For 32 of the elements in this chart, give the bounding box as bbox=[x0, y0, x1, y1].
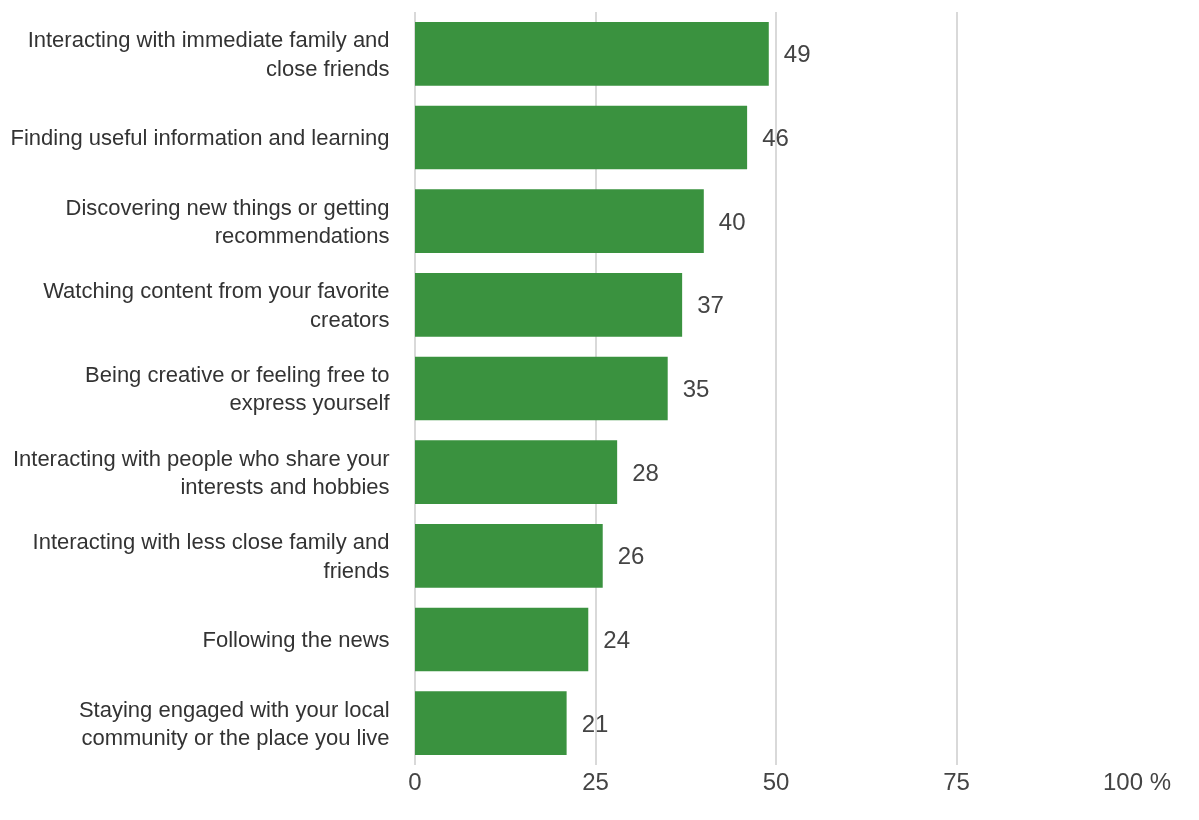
bar bbox=[415, 105, 748, 170]
y-tick-label: Interacting with immediate family and close friends bbox=[27, 27, 390, 81]
data-label: 28 bbox=[620, 458, 659, 486]
data-label: 40 bbox=[706, 207, 746, 235]
x-tick-label: 50 bbox=[762, 768, 790, 795]
data-label: 35 bbox=[670, 375, 710, 402]
bar bbox=[415, 607, 589, 672]
data-label: 49 bbox=[771, 40, 811, 68]
bar bbox=[415, 524, 603, 588]
x-tick-label: 75 bbox=[943, 768, 970, 795]
bar bbox=[415, 273, 683, 337]
bar bbox=[415, 691, 567, 755]
bar bbox=[415, 189, 704, 253]
bar bbox=[415, 356, 668, 421]
y-tick-label: Interacting with less close family and friends bbox=[32, 529, 390, 583]
x-tick-label: 0 bbox=[408, 768, 422, 795]
y-tick-label: Following the news bbox=[202, 627, 390, 653]
y-tick-label: Interacting with people who share your interests and hobbies bbox=[12, 445, 390, 500]
y-tick-label: Being creative or feeling free to express yourself bbox=[85, 361, 391, 416]
y-tick-label: Watching content from your favorite creators bbox=[43, 278, 390, 332]
x-tick-label: 100 % bbox=[1102, 768, 1172, 795]
bar bbox=[415, 22, 769, 86]
data-label: 24 bbox=[591, 626, 630, 653]
y-tick-label: Discovering new things or getting recommendations bbox=[65, 194, 390, 249]
x-tick-label: 25 bbox=[582, 768, 609, 795]
data-label: 46 bbox=[750, 124, 789, 151]
y-tick-label: Finding useful information and learning bbox=[10, 125, 390, 151]
data-label: 26 bbox=[605, 542, 645, 570]
y-tick-label: Staying engaged with your local community or the place you live bbox=[78, 696, 390, 751]
data-label: 37 bbox=[685, 291, 724, 319]
data-label: 21 bbox=[569, 709, 609, 737]
bar bbox=[415, 440, 618, 504]
